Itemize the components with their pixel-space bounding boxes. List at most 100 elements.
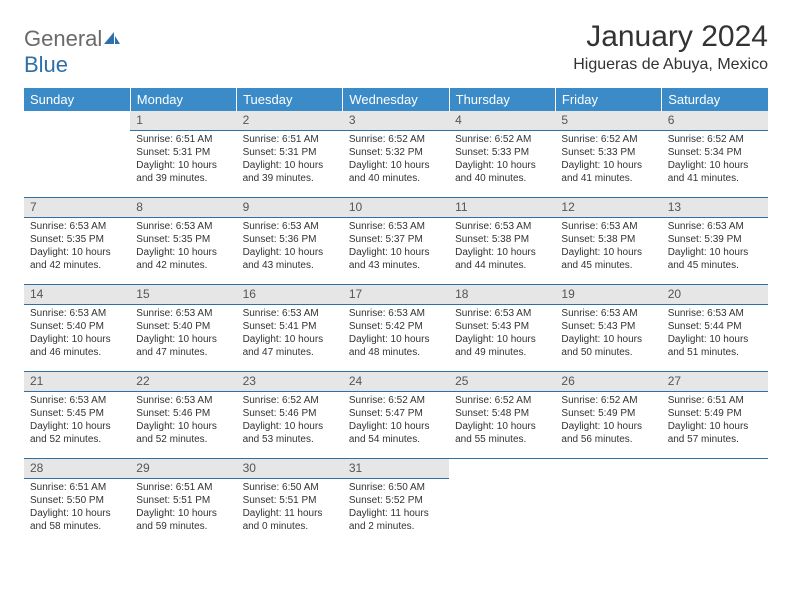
day-body: Sunrise: 6:53 AMSunset: 5:44 PMDaylight:… xyxy=(662,305,768,363)
day-line: and 40 minutes. xyxy=(455,173,549,186)
day-line: Sunrise: 6:51 AM xyxy=(30,482,124,495)
calendar-day-cell: 15Sunrise: 6:53 AMSunset: 5:40 PMDayligh… xyxy=(130,285,236,372)
day-line: Sunrise: 6:53 AM xyxy=(243,221,337,234)
day-number: 13 xyxy=(662,198,768,218)
day-line: Sunrise: 6:53 AM xyxy=(30,308,124,321)
day-number: 31 xyxy=(343,459,449,479)
day-line: Sunset: 5:35 PM xyxy=(136,234,230,247)
calendar-day-cell: 27Sunrise: 6:51 AMSunset: 5:49 PMDayligh… xyxy=(662,372,768,459)
calendar-day-cell: 14Sunrise: 6:53 AMSunset: 5:40 PMDayligh… xyxy=(24,285,130,372)
day-number: 10 xyxy=(343,198,449,218)
day-number: 27 xyxy=(662,372,768,392)
day-number: 14 xyxy=(24,285,130,305)
day-line: Daylight: 11 hours xyxy=(349,508,443,521)
day-line: Sunrise: 6:52 AM xyxy=(243,395,337,408)
day-line: Sunrise: 6:53 AM xyxy=(668,308,762,321)
calendar-day-cell: 7Sunrise: 6:53 AMSunset: 5:35 PMDaylight… xyxy=(24,198,130,285)
day-line: Daylight: 10 hours xyxy=(349,334,443,347)
day-line: Sunrise: 6:53 AM xyxy=(243,308,337,321)
day-body: Sunrise: 6:53 AMSunset: 5:45 PMDaylight:… xyxy=(24,392,130,450)
day-body: Sunrise: 6:52 AMSunset: 5:46 PMDaylight:… xyxy=(237,392,343,450)
day-line: and 2 minutes. xyxy=(349,521,443,534)
day-line: and 41 minutes. xyxy=(668,173,762,186)
day-line: and 46 minutes. xyxy=(30,347,124,360)
logo-text: General Blue xyxy=(24,26,122,78)
day-body: Sunrise: 6:51 AMSunset: 5:49 PMDaylight:… xyxy=(662,392,768,450)
day-line: Sunrise: 6:53 AM xyxy=(30,395,124,408)
day-body: Sunrise: 6:50 AMSunset: 5:51 PMDaylight:… xyxy=(237,479,343,537)
day-line: Daylight: 10 hours xyxy=(668,334,762,347)
day-line: Sunrise: 6:51 AM xyxy=(243,134,337,147)
day-line: Sunset: 5:32 PM xyxy=(349,147,443,160)
logo-text-1: General xyxy=(24,26,102,51)
calendar-day-cell: 18Sunrise: 6:53 AMSunset: 5:43 PMDayligh… xyxy=(449,285,555,372)
day-line: Daylight: 10 hours xyxy=(136,508,230,521)
calendar-day-cell: 13Sunrise: 6:53 AMSunset: 5:39 PMDayligh… xyxy=(662,198,768,285)
calendar-week-row: 21Sunrise: 6:53 AMSunset: 5:45 PMDayligh… xyxy=(24,372,768,459)
day-line: Daylight: 10 hours xyxy=(136,160,230,173)
day-line: Sunset: 5:49 PM xyxy=(668,408,762,421)
day-line: Sunrise: 6:51 AM xyxy=(136,482,230,495)
day-line: Sunrise: 6:53 AM xyxy=(561,221,655,234)
day-line: Sunrise: 6:52 AM xyxy=(561,134,655,147)
day-line: Sunrise: 6:53 AM xyxy=(349,308,443,321)
header: General Blue January 2024 Higueras de Ab… xyxy=(24,20,768,78)
day-number: 1 xyxy=(130,111,236,131)
day-line: and 42 minutes. xyxy=(136,260,230,273)
day-number: 2 xyxy=(237,111,343,131)
day-line: Sunset: 5:34 PM xyxy=(668,147,762,160)
day-line: Daylight: 10 hours xyxy=(243,421,337,434)
calendar-day-cell xyxy=(24,111,130,198)
dow-4: Thursday xyxy=(449,88,555,111)
day-body: Sunrise: 6:52 AMSunset: 5:32 PMDaylight:… xyxy=(343,131,449,189)
calendar-day-cell: 2Sunrise: 6:51 AMSunset: 5:31 PMDaylight… xyxy=(237,111,343,198)
day-number: 5 xyxy=(555,111,661,131)
day-line: Sunset: 5:52 PM xyxy=(349,495,443,508)
day-line: Sunset: 5:43 PM xyxy=(455,321,549,334)
day-line: Daylight: 10 hours xyxy=(455,421,549,434)
page-title: January 2024 xyxy=(573,20,768,54)
day-line: Sunrise: 6:51 AM xyxy=(668,395,762,408)
day-body: Sunrise: 6:52 AMSunset: 5:47 PMDaylight:… xyxy=(343,392,449,450)
day-number: 28 xyxy=(24,459,130,479)
day-body: Sunrise: 6:53 AMSunset: 5:38 PMDaylight:… xyxy=(555,218,661,276)
day-line: and 42 minutes. xyxy=(30,260,124,273)
day-number: 22 xyxy=(130,372,236,392)
dow-2: Tuesday xyxy=(237,88,343,111)
dow-1: Monday xyxy=(130,88,236,111)
day-body: Sunrise: 6:53 AMSunset: 5:35 PMDaylight:… xyxy=(130,218,236,276)
day-number: 30 xyxy=(237,459,343,479)
day-line: Sunset: 5:51 PM xyxy=(136,495,230,508)
day-line: Sunset: 5:39 PM xyxy=(668,234,762,247)
day-body: Sunrise: 6:52 AMSunset: 5:34 PMDaylight:… xyxy=(662,131,768,189)
day-line: Daylight: 10 hours xyxy=(136,247,230,260)
day-line: and 51 minutes. xyxy=(668,347,762,360)
logo-text-2: Blue xyxy=(24,52,68,77)
day-line: Sunrise: 6:52 AM xyxy=(455,134,549,147)
day-number: 17 xyxy=(343,285,449,305)
day-line: Sunset: 5:38 PM xyxy=(455,234,549,247)
calendar-header-row: Sunday Monday Tuesday Wednesday Thursday… xyxy=(24,88,768,111)
day-body: Sunrise: 6:51 AMSunset: 5:31 PMDaylight:… xyxy=(130,131,236,189)
day-line: Daylight: 10 hours xyxy=(243,334,337,347)
day-line: Sunset: 5:49 PM xyxy=(561,408,655,421)
calendar-body: 1Sunrise: 6:51 AMSunset: 5:31 PMDaylight… xyxy=(24,111,768,545)
day-line: Sunset: 5:31 PM xyxy=(136,147,230,160)
calendar-day-cell: 23Sunrise: 6:52 AMSunset: 5:46 PMDayligh… xyxy=(237,372,343,459)
calendar-day-cell: 20Sunrise: 6:53 AMSunset: 5:44 PMDayligh… xyxy=(662,285,768,372)
day-line: Sunset: 5:36 PM xyxy=(243,234,337,247)
day-line: Sunrise: 6:53 AM xyxy=(136,395,230,408)
logo: General Blue xyxy=(24,20,122,78)
calendar-week-row: 7Sunrise: 6:53 AMSunset: 5:35 PMDaylight… xyxy=(24,198,768,285)
day-line: and 43 minutes. xyxy=(243,260,337,273)
calendar-day-cell: 5Sunrise: 6:52 AMSunset: 5:33 PMDaylight… xyxy=(555,111,661,198)
day-line: Sunset: 5:46 PM xyxy=(136,408,230,421)
day-line: Sunrise: 6:53 AM xyxy=(561,308,655,321)
day-body: Sunrise: 6:53 AMSunset: 5:46 PMDaylight:… xyxy=(130,392,236,450)
calendar-day-cell: 21Sunrise: 6:53 AMSunset: 5:45 PMDayligh… xyxy=(24,372,130,459)
day-line: Sunrise: 6:51 AM xyxy=(136,134,230,147)
calendar-day-cell: 30Sunrise: 6:50 AMSunset: 5:51 PMDayligh… xyxy=(237,459,343,546)
day-line: Daylight: 10 hours xyxy=(30,247,124,260)
calendar-week-row: 1Sunrise: 6:51 AMSunset: 5:31 PMDaylight… xyxy=(24,111,768,198)
calendar-day-cell: 19Sunrise: 6:53 AMSunset: 5:43 PMDayligh… xyxy=(555,285,661,372)
